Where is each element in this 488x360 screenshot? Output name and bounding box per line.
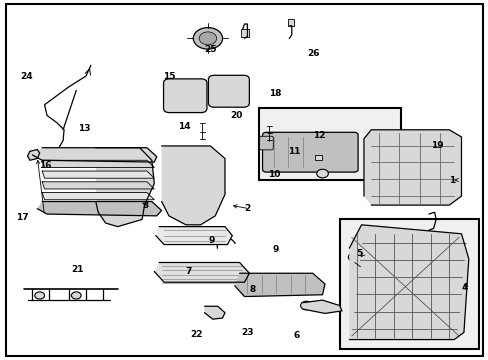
FancyBboxPatch shape: [262, 132, 357, 172]
Text: 4: 4: [461, 283, 467, 292]
Circle shape: [199, 32, 216, 45]
FancyBboxPatch shape: [259, 136, 273, 150]
Polygon shape: [348, 225, 468, 339]
Text: 21: 21: [71, 265, 84, 274]
Text: 25: 25: [204, 45, 217, 54]
Bar: [240, 30, 249, 37]
Bar: [259, 108, 400, 180]
Text: 19: 19: [430, 141, 443, 150]
Text: 16: 16: [39, 161, 51, 170]
Circle shape: [193, 28, 222, 49]
Circle shape: [300, 301, 312, 310]
Circle shape: [35, 292, 44, 299]
Polygon shape: [37, 202, 161, 216]
Polygon shape: [234, 273, 325, 297]
Text: 3: 3: [142, 201, 148, 210]
Text: 18: 18: [268, 89, 281, 98]
Text: 9: 9: [272, 246, 279, 255]
Bar: [314, 155, 322, 160]
Polygon shape: [27, 149, 40, 160]
Text: 23: 23: [241, 328, 253, 337]
Text: 8: 8: [249, 285, 255, 294]
Circle shape: [316, 169, 328, 178]
Text: 7: 7: [184, 267, 191, 276]
Text: 5: 5: [356, 249, 362, 258]
Polygon shape: [154, 262, 249, 282]
Polygon shape: [204, 306, 224, 319]
Text: 11: 11: [288, 147, 300, 156]
Text: 1: 1: [448, 176, 455, 185]
Text: 26: 26: [306, 49, 319, 58]
Circle shape: [347, 252, 360, 262]
Text: 6: 6: [293, 332, 299, 341]
Text: 9: 9: [208, 237, 215, 246]
Polygon shape: [42, 160, 154, 167]
Polygon shape: [156, 226, 232, 244]
Text: 17: 17: [16, 213, 29, 222]
Polygon shape: [161, 146, 224, 225]
Circle shape: [71, 292, 81, 299]
Polygon shape: [32, 148, 157, 162]
Text: 13: 13: [78, 123, 90, 132]
Text: 20: 20: [229, 111, 242, 120]
Text: 14: 14: [177, 122, 190, 131]
Polygon shape: [96, 148, 154, 226]
Text: 24: 24: [20, 72, 33, 81]
Polygon shape: [303, 300, 341, 314]
Bar: [339, 220, 478, 348]
FancyBboxPatch shape: [163, 79, 206, 113]
Text: 2: 2: [244, 204, 250, 213]
Polygon shape: [363, 130, 461, 205]
Text: 15: 15: [163, 72, 175, 81]
Text: 22: 22: [189, 330, 202, 339]
Bar: [287, 19, 293, 26]
Text: 12: 12: [312, 131, 325, 140]
Text: 10: 10: [267, 170, 280, 179]
Polygon shape: [42, 182, 154, 189]
FancyBboxPatch shape: [208, 75, 249, 107]
Polygon shape: [42, 171, 154, 178]
Polygon shape: [42, 193, 154, 200]
